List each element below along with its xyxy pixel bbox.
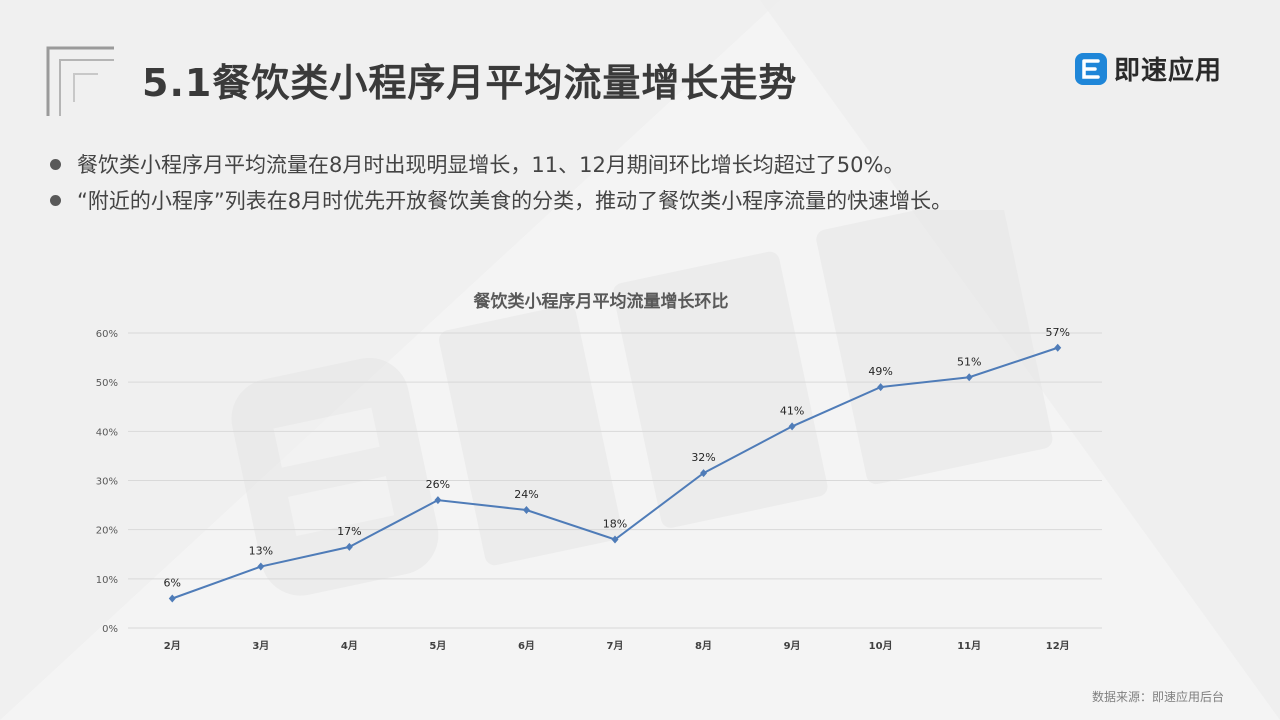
data-labels: 6% 13% 17% 26% 24% 18% 32% 41% 49% 51% 57%	[164, 326, 1070, 590]
watermark-logo	[231, 210, 1053, 596]
x-tick-label: 5月	[429, 640, 446, 652]
data-label: 13%	[249, 545, 273, 558]
y-tick-label: 60%	[96, 329, 118, 340]
data-point	[700, 469, 708, 478]
bullet-item: “附近的小程序”列表在8月时优先开放餐饮美食的分类，推动了餐饮类小程序流量的快速…	[50, 182, 952, 218]
x-axis-ticks: 2月 3月 4月 5月 6月 7月 8月 9月 10月 11月 12月	[164, 640, 1070, 652]
y-tick-label: 0%	[102, 624, 118, 635]
page-title: 5.1餐饮类小程序月平均流量增长走势	[142, 61, 798, 105]
y-tick-label: 20%	[96, 526, 118, 537]
data-source: 数据来源：即速应用后台	[1091, 690, 1224, 704]
y-tick-label: 10%	[96, 575, 118, 586]
series-markers	[168, 343, 1062, 603]
series-line	[171, 346, 1059, 600]
bullet-list: 餐饮类小程序月平均流量在8月时出现明显增长，11、12月期间环比增长均超过了50…	[50, 146, 952, 218]
data-point	[788, 422, 796, 431]
x-tick-label: 12月	[1046, 640, 1070, 652]
bullet-item: 餐饮类小程序月平均流量在8月时出现明显增长，11、12月期间环比增长均超过了50…	[50, 146, 952, 182]
brand-name: 即速应用	[1114, 56, 1223, 86]
data-label: 49%	[868, 365, 892, 378]
corner-bracket-icon	[46, 46, 114, 116]
data-label: 51%	[957, 355, 981, 368]
x-tick-label: 7月	[607, 640, 624, 652]
data-label: 18%	[603, 518, 627, 531]
y-tick-label: 40%	[96, 427, 118, 438]
data-label: 32%	[691, 451, 715, 464]
x-tick-label: 8月	[695, 640, 712, 652]
data-point	[257, 562, 265, 571]
data-label: 41%	[780, 404, 804, 417]
y-axis-ticks: 0% 10% 20% 30% 40% 50% 60%	[96, 329, 118, 635]
bullet-dot-icon	[50, 194, 61, 206]
data-point	[965, 373, 973, 382]
data-label: 17%	[337, 525, 361, 538]
x-tick-label: 6月	[518, 640, 535, 652]
data-label: 6%	[164, 577, 181, 590]
bullet-text: 餐饮类小程序月平均流量在8月时出现明显增长，11、12月期间环比增长均超过了50…	[77, 153, 905, 177]
y-tick-label: 30%	[96, 477, 118, 488]
brand-logo: 即速应用	[1074, 50, 1222, 87]
x-tick-label: 4月	[341, 640, 358, 652]
y-tick-label: 50%	[96, 378, 118, 389]
x-tick-label: 3月	[252, 640, 269, 652]
data-point	[1054, 343, 1062, 352]
x-tick-label: 2月	[164, 640, 181, 652]
data-point	[434, 496, 442, 505]
bullet-dot-icon	[50, 158, 61, 170]
data-point	[345, 542, 353, 551]
x-tick-label: 9月	[784, 640, 801, 652]
chart-title: 餐饮类小程序月平均流量增长环比	[474, 291, 729, 312]
chart-grid	[128, 332, 1102, 629]
data-point	[877, 383, 885, 392]
bullet-text: “附近的小程序”列表在8月时优先开放餐饮美食的分类，推动了餐饮类小程序流量的快速…	[77, 189, 953, 213]
data-label: 57%	[1046, 326, 1070, 339]
data-label: 26%	[426, 478, 450, 491]
brand-e-icon	[1075, 52, 1107, 85]
x-tick-label: 10月	[869, 640, 893, 652]
data-label: 24%	[514, 488, 538, 501]
data-point	[168, 594, 176, 603]
data-point	[522, 506, 530, 514]
data-point	[611, 535, 619, 544]
x-tick-label: 11月	[957, 640, 981, 652]
